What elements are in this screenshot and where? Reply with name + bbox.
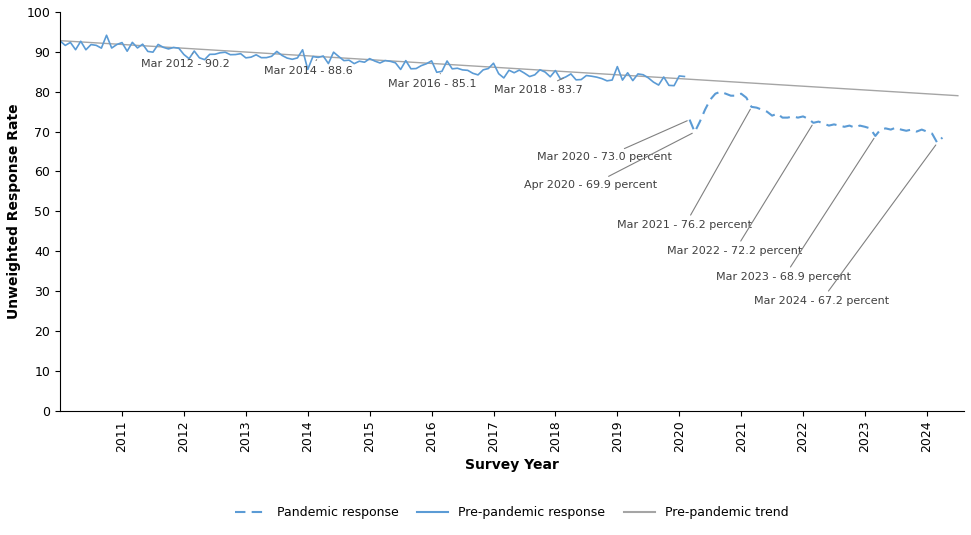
Text: Mar 2024 - 67.2 percent: Mar 2024 - 67.2 percent (753, 145, 936, 306)
Text: Mar 2021 - 76.2 percent: Mar 2021 - 76.2 percent (618, 109, 753, 230)
Text: Mar 2022 - 72.2 percent: Mar 2022 - 72.2 percent (667, 125, 812, 256)
Text: Mar 2018 - 83.7: Mar 2018 - 83.7 (493, 78, 583, 95)
Text: Mar 2020 - 73.0 percent: Mar 2020 - 73.0 percent (537, 121, 687, 163)
Text: Mar 2014 - 88.6: Mar 2014 - 88.6 (264, 60, 353, 75)
Y-axis label: Unweighted Response Rate: Unweighted Response Rate (7, 103, 21, 319)
X-axis label: Survey Year: Survey Year (465, 458, 559, 472)
Text: Mar 2023 - 68.9 percent: Mar 2023 - 68.9 percent (717, 138, 874, 282)
Text: Mar 2016 - 85.1: Mar 2016 - 85.1 (388, 73, 477, 89)
Text: Apr 2020 - 69.9 percent: Apr 2020 - 69.9 percent (524, 133, 692, 190)
Text: Mar 2012 - 90.2: Mar 2012 - 90.2 (141, 54, 229, 69)
Legend: Pandemic response, Pre-pandemic response, Pre-pandemic trend: Pandemic response, Pre-pandemic response… (230, 501, 794, 524)
